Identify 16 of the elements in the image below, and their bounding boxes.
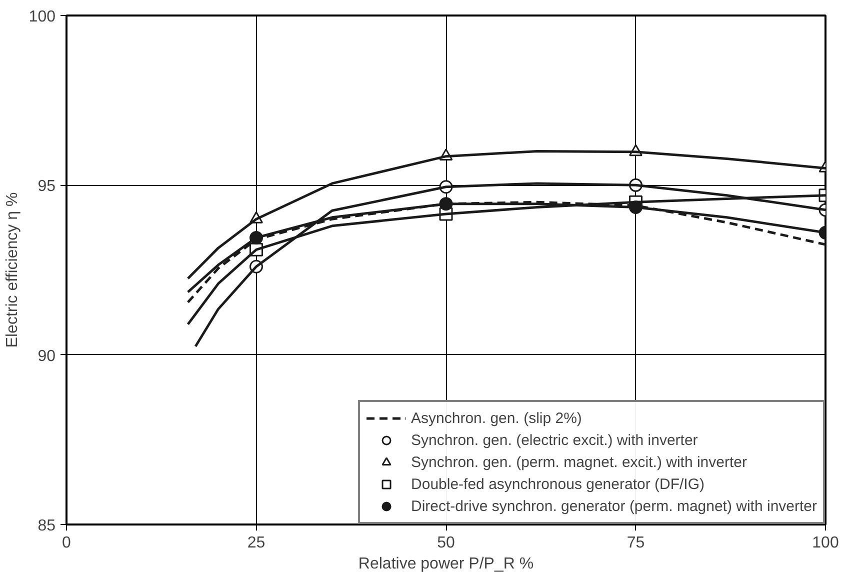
x-tick-label: 0	[62, 534, 72, 552]
legend-label: Direct-drive synchron. generator (perm. magnet) with inverter	[411, 498, 817, 514]
legend-label: Double-fed asynchronous generator (DF/IG)	[411, 476, 704, 492]
y-tick-label: 90	[38, 348, 56, 365]
x-tick-label: 50	[437, 534, 455, 552]
x-tick-label: 25	[247, 534, 266, 552]
legend-label: Synchron. gen. (perm. magnet. excit.) with inverter	[411, 454, 747, 470]
legend-label: Synchron. gen. (electric excit.) with inverter	[411, 432, 698, 448]
y-tick-label: 85	[38, 518, 56, 534]
legend-label: Asynchron. gen. (slip 2%)	[411, 410, 582, 426]
x-tick-label: 75	[626, 534, 645, 552]
x-tick-label: 100	[812, 534, 839, 552]
x-axis-title: Relative power P/P_R %	[358, 556, 534, 572]
y-tick-label: 95	[38, 178, 56, 196]
y-axis-title: Electric efficiency η %	[4, 192, 21, 348]
y-tick-label: 100	[28, 8, 56, 26]
